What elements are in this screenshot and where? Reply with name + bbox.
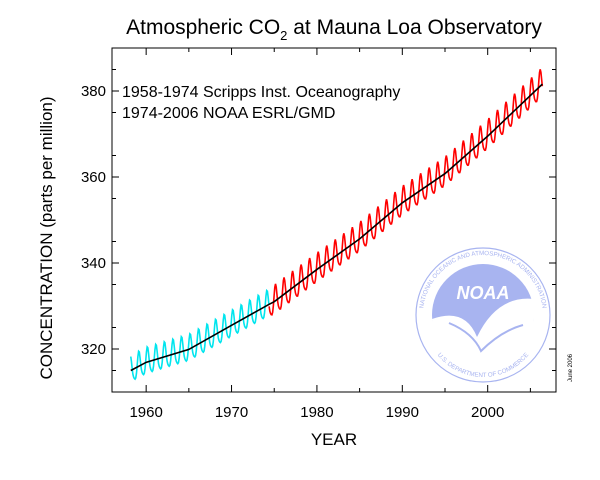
y-axis-label: CONCENTRATION (parts per million) xyxy=(37,96,56,379)
plot-frame xyxy=(111,47,557,393)
x-axis-label: YEAR xyxy=(311,430,357,449)
chart-series-layer xyxy=(129,69,544,381)
x-tick-label: 1980 xyxy=(300,404,333,421)
chart-title-rest: at Mauna Loa Observatory xyxy=(287,16,542,39)
x-tick-label: 1960 xyxy=(129,404,162,421)
legend-line-2: 1974-2006 NOAA ESRL/GMD xyxy=(122,105,335,122)
series-line-scripps xyxy=(129,288,270,381)
chart-title-subscript: 2 xyxy=(280,28,287,43)
logo-wave-icon xyxy=(448,322,524,353)
side-note: June 2006 xyxy=(568,353,574,382)
series-line-trend xyxy=(130,83,543,372)
y-tick-label: 360 xyxy=(81,169,106,186)
x-tick-label: 1990 xyxy=(386,404,419,421)
x-tick-label: 2000 xyxy=(471,404,504,421)
chart-title-main: Atmospheric CO xyxy=(126,16,280,39)
y-tick-label: 320 xyxy=(81,341,106,358)
y-tick-label: 340 xyxy=(81,255,106,272)
legend-line-1: 1958-1974 Scripps Inst. Oceanography xyxy=(122,84,400,101)
y-tick-label: 380 xyxy=(81,83,106,100)
series-line-noaa xyxy=(268,69,544,316)
logo-gull-icon xyxy=(432,298,535,370)
axis-ticks: 1960 1970 1980 1990 2000 320 340 360 380 xyxy=(81,48,556,421)
x-tick-label: 1970 xyxy=(215,404,248,421)
chart-title: Atmospheric CO2 at Mauna Loa Observatory xyxy=(126,16,542,43)
logo-center-text: NOAA xyxy=(457,283,510,303)
